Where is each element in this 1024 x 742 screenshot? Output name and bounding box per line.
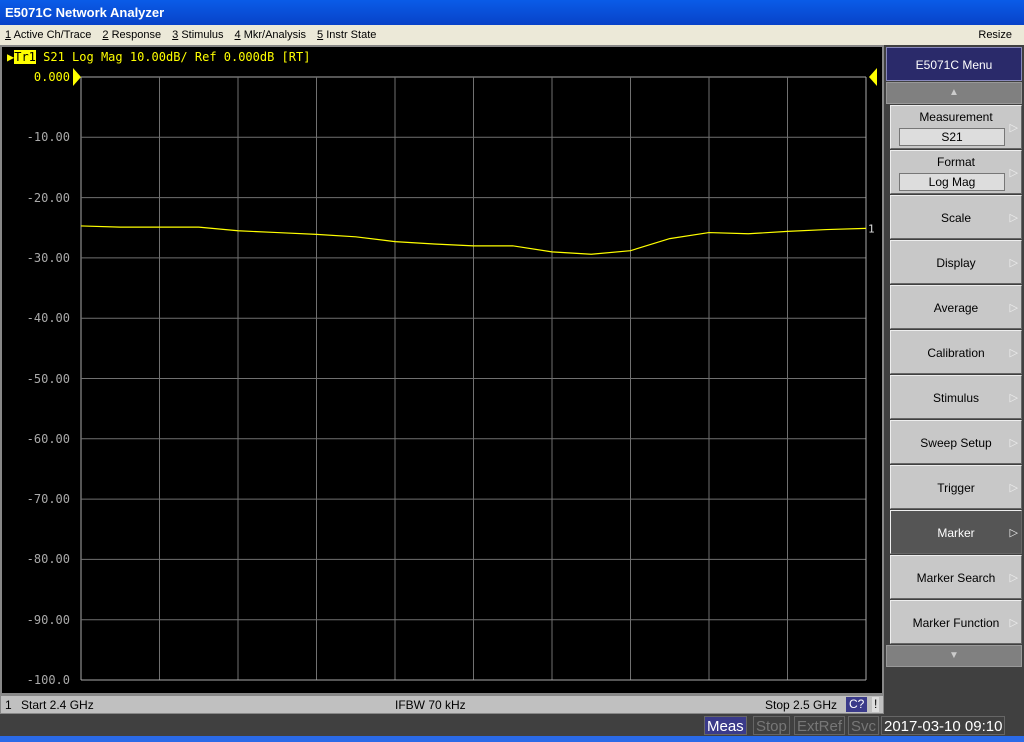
taskbar — [0, 736, 1024, 742]
triangle-up-icon: ▲ — [949, 87, 959, 98]
softkey-label: Marker Function — [912, 616, 1000, 630]
y-tick-label: -40.00 — [26, 311, 70, 326]
start-frequency[interactable]: Start 2.4 GHz — [21, 698, 94, 712]
ifbw[interactable]: IFBW 70 kHz — [395, 698, 466, 712]
softkey-value: S21 — [899, 128, 1005, 146]
menu-item[interactable]: 4 Mkr/Analysis — [235, 29, 307, 41]
softkey-label: Average — [933, 301, 979, 315]
chevron-right-icon: ▷ — [1009, 527, 1018, 539]
ref-level-marker-right[interactable] — [869, 68, 877, 86]
trace-end-label: 1 — [868, 222, 875, 235]
menu-key: 5 — [317, 29, 324, 41]
chevron-right-icon: ▷ — [1009, 257, 1018, 269]
y-tick-label: -20.00 — [26, 190, 70, 205]
softkey-label: Sweep Setup — [920, 436, 992, 450]
channel-status-bar: 1 Start 2.4 GHz IFBW 70 kHz Stop 2.5 GHz… — [0, 695, 884, 714]
menu-item[interactable]: 1 Active Ch/Trace — [5, 29, 91, 41]
softkey-label: Display — [936, 256, 976, 270]
softkey-calibration[interactable]: Calibration ▷ — [890, 330, 1022, 374]
stop-indicator: Stop — [753, 716, 790, 735]
y-tick-label: -10.00 — [26, 130, 70, 145]
chevron-right-icon: ▷ — [1009, 572, 1018, 584]
chevron-right-icon: ▷ — [1009, 482, 1018, 494]
softkey-label: Measurement — [919, 110, 993, 124]
softkey-label: Marker — [937, 526, 975, 540]
softkey-marker-search[interactable]: Marker Search ▷ — [890, 555, 1022, 599]
softkey-format[interactable]: Format Log Mag ▷ — [890, 150, 1022, 194]
softkey-display[interactable]: Display ▷ — [890, 240, 1022, 284]
menu-item[interactable]: 5 Instr State — [317, 29, 376, 41]
chevron-right-icon: ▷ — [1009, 302, 1018, 314]
warning-indicator: ! — [872, 697, 880, 712]
channel-window: ▶Tr1 S21 Log Mag 10.00dB/ Ref 0.000dB [R… — [0, 45, 884, 695]
meas-indicator: Meas — [704, 716, 747, 735]
menu-key: 1 — [5, 29, 12, 41]
menu-key: 2 — [102, 29, 109, 41]
softkey-trigger[interactable]: Trigger ▷ — [890, 465, 1022, 509]
softkey-sweep-setup[interactable]: Sweep Setup ▷ — [890, 420, 1022, 464]
softkey-scale[interactable]: Scale ▷ — [890, 195, 1022, 239]
softkey-label: Calibration — [927, 346, 985, 360]
cal-status: C? — [846, 697, 868, 712]
chevron-right-icon: ▷ — [1009, 122, 1018, 134]
softkey-label: Trigger — [937, 481, 975, 495]
softkey-average[interactable]: Average ▷ — [890, 285, 1022, 329]
menu-bar: 1 Active Ch/Trace 2 Response 3 Stimulus 4 M… — [0, 25, 1024, 45]
softkey-value: Log Mag — [899, 173, 1005, 191]
y-tick-label: -100.0 — [26, 673, 70, 687]
chevron-right-icon: ▷ — [1009, 392, 1018, 404]
y-tick-label: -30.00 — [26, 250, 70, 265]
menu-item[interactable]: 3 Stimulus — [172, 29, 223, 41]
chevron-right-icon: ▷ — [1009, 347, 1018, 359]
softkey-marker-function[interactable]: Marker Function ▷ — [890, 600, 1022, 644]
chevron-right-icon: ▷ — [1009, 437, 1018, 449]
menu-label: Active Ch/Trace — [11, 29, 92, 41]
y-tick-label: -80.00 — [26, 552, 70, 567]
chevron-right-icon: ▷ — [1009, 617, 1018, 629]
ref-level-marker-left[interactable] — [73, 68, 81, 86]
window-title: E5071C Network Analyzer — [0, 0, 1024, 25]
scroll-down-button[interactable]: ▼ — [886, 645, 1022, 667]
trace-header[interactable]: ▶Tr1 S21 Log Mag 10.00dB/ Ref 0.000dB [R… — [7, 50, 311, 64]
softkey-label: Marker Search — [916, 571, 996, 585]
svc-indicator: Svc — [848, 716, 880, 735]
softkey-marker[interactable]: Marker ▷ — [890, 510, 1022, 554]
stop-frequency[interactable]: Stop 2.5 GHz — [765, 698, 838, 712]
triangle-down-icon: ▼ — [949, 650, 959, 661]
menu-key: 3 — [172, 29, 179, 41]
menu-item[interactable]: 2 Response — [102, 29, 161, 41]
softkey-label: Format — [936, 155, 975, 169]
softkey-panel: E5071C Menu ▲ Measurement S21 ▷ Format Log M… — [884, 45, 1024, 714]
menu-label: Instr State — [323, 29, 377, 41]
channel-number: 1 — [5, 698, 12, 712]
softkey-measurement[interactable]: Measurement S21 ▷ — [890, 105, 1022, 149]
softkey-label: Stimulus — [932, 391, 979, 405]
trace-label: Tr1 — [14, 50, 36, 64]
instrument-status-bar: Meas Stop ExtRef Svc 2017-03-10 09:10 — [0, 714, 1024, 736]
datetime: 2017-03-10 09:10 — [881, 716, 1006, 735]
trace-line — [80, 225, 867, 255]
chevron-right-icon: ▷ — [1009, 212, 1018, 224]
menu-label: Stimulus — [178, 29, 224, 41]
trace-settings: S21 Log Mag 10.00dB/ Ref 0.000dB [RT] — [35, 50, 311, 64]
menu-label: Mkr/Analysis — [240, 29, 307, 41]
y-tick-label: -60.00 — [26, 431, 70, 446]
y-tick-label: 0.000 — [33, 70, 70, 84]
menu-key: 4 — [234, 29, 241, 41]
y-tick-label: -90.00 — [26, 612, 70, 627]
trace-plot: 1 — [73, 68, 877, 681]
y-tick-label: -70.00 — [26, 492, 70, 507]
softkey-stimulus[interactable]: Stimulus ▷ — [890, 375, 1022, 419]
scroll-up-button[interactable]: ▲ — [886, 82, 1022, 104]
resize-menu[interactable]: Resize — [978, 29, 1012, 41]
softkey-label: Scale — [940, 211, 972, 225]
softkey-menu-title: E5071C Menu — [886, 47, 1022, 81]
extref-indicator: ExtRef — [794, 716, 846, 735]
y-tick-label: -50.00 — [26, 371, 70, 386]
menu-label: Response — [108, 29, 162, 41]
chevron-right-icon: ▷ — [1009, 167, 1018, 179]
